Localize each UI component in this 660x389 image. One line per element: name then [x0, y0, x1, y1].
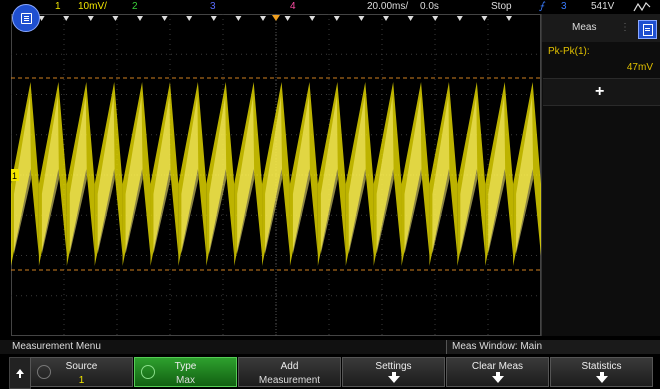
time-marker-icon	[333, 16, 340, 21]
waveform-highlight	[320, 96, 338, 254]
time-marker-icon	[358, 16, 365, 21]
source-softkey[interactable]: Source 1	[30, 357, 133, 387]
waveform-highlight	[97, 96, 115, 254]
measurement-panel-icon[interactable]	[638, 20, 657, 39]
waveform-display[interactable]: 1	[11, 14, 541, 336]
measurement-panel-title: Meas	[572, 22, 597, 33]
measurement-name: Pk-Pk(1):	[548, 46, 590, 57]
waveform-highlight	[488, 96, 506, 254]
softkey-label: Type	[174, 361, 197, 372]
menu-bar: Measurement Menu Meas Window: Main	[0, 340, 660, 354]
time-marker-icon	[481, 16, 488, 21]
ch4-number[interactable]: 4	[290, 1, 296, 12]
waveform-highlight	[516, 96, 534, 254]
waveform-highlight	[265, 96, 283, 254]
add-measurement-softkey[interactable]: Add Measurement	[238, 357, 341, 387]
ch1-number[interactable]: 1	[55, 1, 61, 12]
submenu-arrow-icon	[596, 372, 608, 383]
ch1-scale[interactable]: 10mV/	[78, 1, 107, 12]
meas-window-indicator: Meas Window: Main	[446, 340, 660, 354]
submenu-arrow-icon	[388, 372, 400, 383]
acquisition-icon	[633, 2, 651, 12]
waveform-highlight	[153, 96, 171, 254]
time-marker-icon	[87, 16, 94, 21]
time-marker-icon	[210, 16, 217, 21]
waveform-highlight	[460, 96, 478, 254]
softkey-value: Max	[176, 375, 195, 386]
menu-title: Measurement Menu	[12, 341, 101, 352]
waveform-highlight	[125, 96, 143, 254]
delay[interactable]: 0.0s	[420, 1, 439, 12]
softkey-label: Add	[280, 361, 299, 372]
plus-icon: +	[595, 83, 605, 100]
time-marker-icon	[161, 16, 168, 21]
trigger-level[interactable]: 541V	[591, 1, 615, 12]
time-marker-icon	[284, 16, 291, 21]
time-marker-icon	[432, 16, 439, 21]
waveform-highlight	[237, 96, 255, 254]
softkey-label: Source	[65, 361, 98, 372]
softkey-label: Clear Meas	[471, 361, 524, 372]
time-marker-icon	[63, 16, 70, 21]
panel-grip-icon[interactable]: ⋮	[620, 22, 630, 33]
ch1-ground-marker	[11, 169, 19, 181]
softkey-label: Statistics	[581, 361, 622, 372]
softkey-bar: Source 1 Type Max Add Measurement Settin…	[0, 355, 660, 389]
waveform-highlight	[376, 96, 394, 254]
waveform-highlight	[292, 96, 311, 254]
add-measurement-button[interactable]: +	[543, 78, 660, 106]
waveform-highlight	[14, 96, 32, 254]
trigger-position-icon	[272, 15, 280, 21]
ch1-ground-label: 1	[12, 171, 17, 181]
main-menu-button[interactable]	[12, 4, 40, 32]
softkey-value: 1	[78, 375, 85, 386]
time-marker-icon	[235, 16, 242, 21]
time-marker-icon	[456, 16, 463, 21]
time-marker-icon	[186, 16, 193, 21]
waveform-highlight	[209, 96, 227, 254]
ch2-number[interactable]: 2	[132, 1, 138, 12]
waveform-highlight	[41, 96, 59, 254]
time-marker-icon	[112, 16, 119, 21]
waveform-highlight	[404, 96, 422, 254]
main-menu-icon	[21, 13, 32, 24]
settings-softkey[interactable]: Settings	[342, 357, 445, 387]
type-softkey[interactable]: Type Max	[134, 357, 237, 387]
trigger-edge-icon: ⨍	[539, 1, 545, 12]
time-marker-icon	[137, 16, 143, 21]
time-marker-icon	[407, 16, 414, 21]
meas-window-label: Meas Window: Main	[452, 341, 543, 352]
back-button[interactable]	[9, 357, 31, 389]
measurement-panel-header: Meas ⋮	[542, 14, 660, 42]
clear-meas-softkey[interactable]: Clear Meas	[446, 357, 549, 387]
entry-knob-icon	[37, 365, 51, 379]
softkey-label: Settings	[375, 361, 412, 372]
waveform-highlight	[181, 96, 199, 254]
ch1-waveform	[11, 82, 541, 266]
submenu-arrow-icon	[492, 372, 504, 383]
entry-knob-icon	[141, 365, 155, 379]
trigger-source[interactable]: 3	[561, 1, 567, 12]
run-state[interactable]: Stop	[491, 1, 512, 12]
timebase[interactable]: 20.00ms/	[367, 1, 409, 12]
time-marker-icon	[309, 16, 316, 21]
measurement-panel: Meas ⋮ Pk-Pk(1): 47mV +	[541, 14, 660, 336]
waveform-highlight	[69, 96, 87, 254]
statistics-softkey[interactable]: Statistics	[550, 357, 653, 387]
time-marker-icon	[383, 16, 389, 21]
waveform-highlight	[348, 96, 366, 254]
measurement-value: 47mV	[626, 62, 653, 73]
time-marker-icon	[506, 16, 512, 21]
time-marker-icon	[38, 16, 45, 21]
ch3-number[interactable]: 3	[210, 1, 216, 12]
softkey-value: Measurement	[258, 375, 321, 386]
status-bar: 1 10mV/ 2 3 4 20.00ms/ 0.0s Stop ⨍ 3 541…	[0, 0, 660, 14]
graticule: 1	[11, 14, 541, 336]
waveform-highlight	[432, 96, 450, 254]
time-marker-icon	[260, 16, 266, 21]
